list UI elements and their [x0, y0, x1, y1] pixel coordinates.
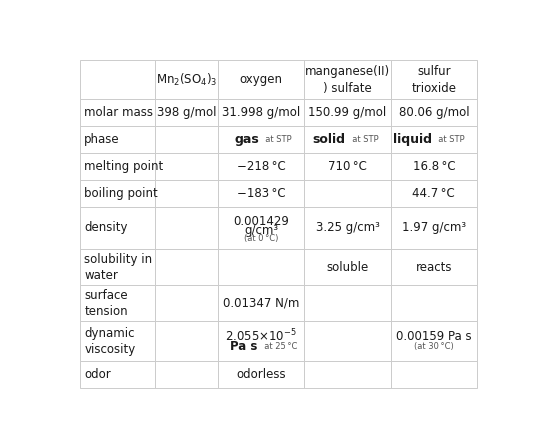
- Text: 16.8 °C: 16.8 °C: [413, 160, 455, 173]
- Bar: [80, 249, 156, 285]
- Bar: [80, 153, 156, 180]
- Text: at STP: at STP: [433, 135, 465, 144]
- Bar: [218, 180, 304, 207]
- Bar: [218, 285, 304, 321]
- Text: density: density: [84, 222, 128, 234]
- Text: odor: odor: [84, 368, 111, 381]
- Text: sulfur
trioxide: sulfur trioxide: [411, 65, 456, 95]
- Bar: [80, 60, 156, 99]
- Text: at 25 °C: at 25 °C: [259, 342, 297, 351]
- Text: 31.998 g/mol: 31.998 g/mol: [222, 106, 300, 119]
- Bar: [80, 285, 156, 321]
- Bar: [80, 126, 156, 153]
- Bar: [391, 153, 477, 180]
- Bar: [80, 180, 156, 207]
- Text: gas: gas: [234, 133, 259, 146]
- Bar: [218, 361, 304, 388]
- Bar: [304, 180, 391, 207]
- Text: −218 °C: −218 °C: [237, 160, 286, 173]
- Bar: [80, 361, 156, 388]
- Bar: [391, 321, 477, 361]
- Bar: [218, 126, 304, 153]
- Bar: [391, 249, 477, 285]
- Bar: [156, 99, 218, 126]
- Text: manganese(II)
) sulfate: manganese(II) ) sulfate: [305, 65, 390, 95]
- Bar: [156, 126, 218, 153]
- Bar: [80, 321, 156, 361]
- Bar: [80, 207, 156, 249]
- Bar: [391, 285, 477, 321]
- Bar: [391, 361, 477, 388]
- Bar: [156, 60, 218, 99]
- Text: 44.7 °C: 44.7 °C: [412, 187, 455, 200]
- Bar: [156, 153, 218, 180]
- Bar: [391, 207, 477, 249]
- Text: at STP: at STP: [260, 135, 292, 144]
- Bar: [218, 321, 304, 361]
- Text: 150.99 g/mol: 150.99 g/mol: [308, 106, 387, 119]
- Bar: [304, 361, 391, 388]
- Text: −183 °C: −183 °C: [237, 187, 286, 200]
- Bar: [391, 99, 477, 126]
- Text: boiling point: boiling point: [84, 187, 158, 200]
- Bar: [156, 180, 218, 207]
- Text: $\mathregular{Mn_2(SO_4)_3}$: $\mathregular{Mn_2(SO_4)_3}$: [156, 72, 217, 88]
- Bar: [80, 99, 156, 126]
- Text: (at 30 °C): (at 30 °C): [414, 342, 454, 351]
- Text: 0.001429: 0.001429: [233, 215, 289, 228]
- Bar: [304, 321, 391, 361]
- Text: odorless: odorless: [236, 368, 286, 381]
- Bar: [218, 249, 304, 285]
- Text: dynamic
viscosity: dynamic viscosity: [84, 327, 135, 356]
- Bar: [304, 285, 391, 321]
- Text: oxygen: oxygen: [240, 73, 283, 86]
- Text: reacts: reacts: [416, 261, 452, 274]
- Text: 398 g/mol: 398 g/mol: [157, 106, 216, 119]
- Text: at STP: at STP: [347, 135, 378, 144]
- Bar: [391, 180, 477, 207]
- Bar: [391, 60, 477, 99]
- Text: 1.97 g/cm³: 1.97 g/cm³: [402, 222, 466, 234]
- Bar: [218, 153, 304, 180]
- Bar: [156, 285, 218, 321]
- Text: (at 0 °C): (at 0 °C): [244, 233, 278, 242]
- Bar: [304, 126, 391, 153]
- Bar: [218, 207, 304, 249]
- Text: 80.06 g/mol: 80.06 g/mol: [399, 106, 469, 119]
- Bar: [156, 321, 218, 361]
- Text: g/cm³: g/cm³: [244, 224, 278, 236]
- Text: molar mass: molar mass: [84, 106, 153, 119]
- Text: Pa s: Pa s: [230, 340, 257, 353]
- Text: melting point: melting point: [84, 160, 164, 173]
- Text: 0.01347 N/m: 0.01347 N/m: [223, 297, 299, 310]
- Text: 0.00159 Pa s: 0.00159 Pa s: [396, 331, 472, 343]
- Bar: [304, 99, 391, 126]
- Text: 2.055$\mathregular{\times}$10$^{-5}$: 2.055$\mathregular{\times}$10$^{-5}$: [225, 328, 297, 344]
- Bar: [304, 207, 391, 249]
- Bar: [218, 60, 304, 99]
- Text: solid: solid: [312, 133, 346, 146]
- Bar: [156, 361, 218, 388]
- Bar: [156, 249, 218, 285]
- Bar: [391, 126, 477, 153]
- Bar: [304, 153, 391, 180]
- Text: 3.25 g/cm³: 3.25 g/cm³: [316, 222, 379, 234]
- Text: soluble: soluble: [327, 261, 369, 274]
- Text: phase: phase: [84, 133, 120, 146]
- Bar: [218, 99, 304, 126]
- Text: solubility in
water: solubility in water: [84, 253, 152, 282]
- Text: 710 °C: 710 °C: [328, 160, 367, 173]
- Bar: [304, 249, 391, 285]
- Bar: [156, 207, 218, 249]
- Bar: [304, 60, 391, 99]
- Text: surface
tension: surface tension: [84, 289, 128, 318]
- Text: liquid: liquid: [393, 133, 432, 146]
